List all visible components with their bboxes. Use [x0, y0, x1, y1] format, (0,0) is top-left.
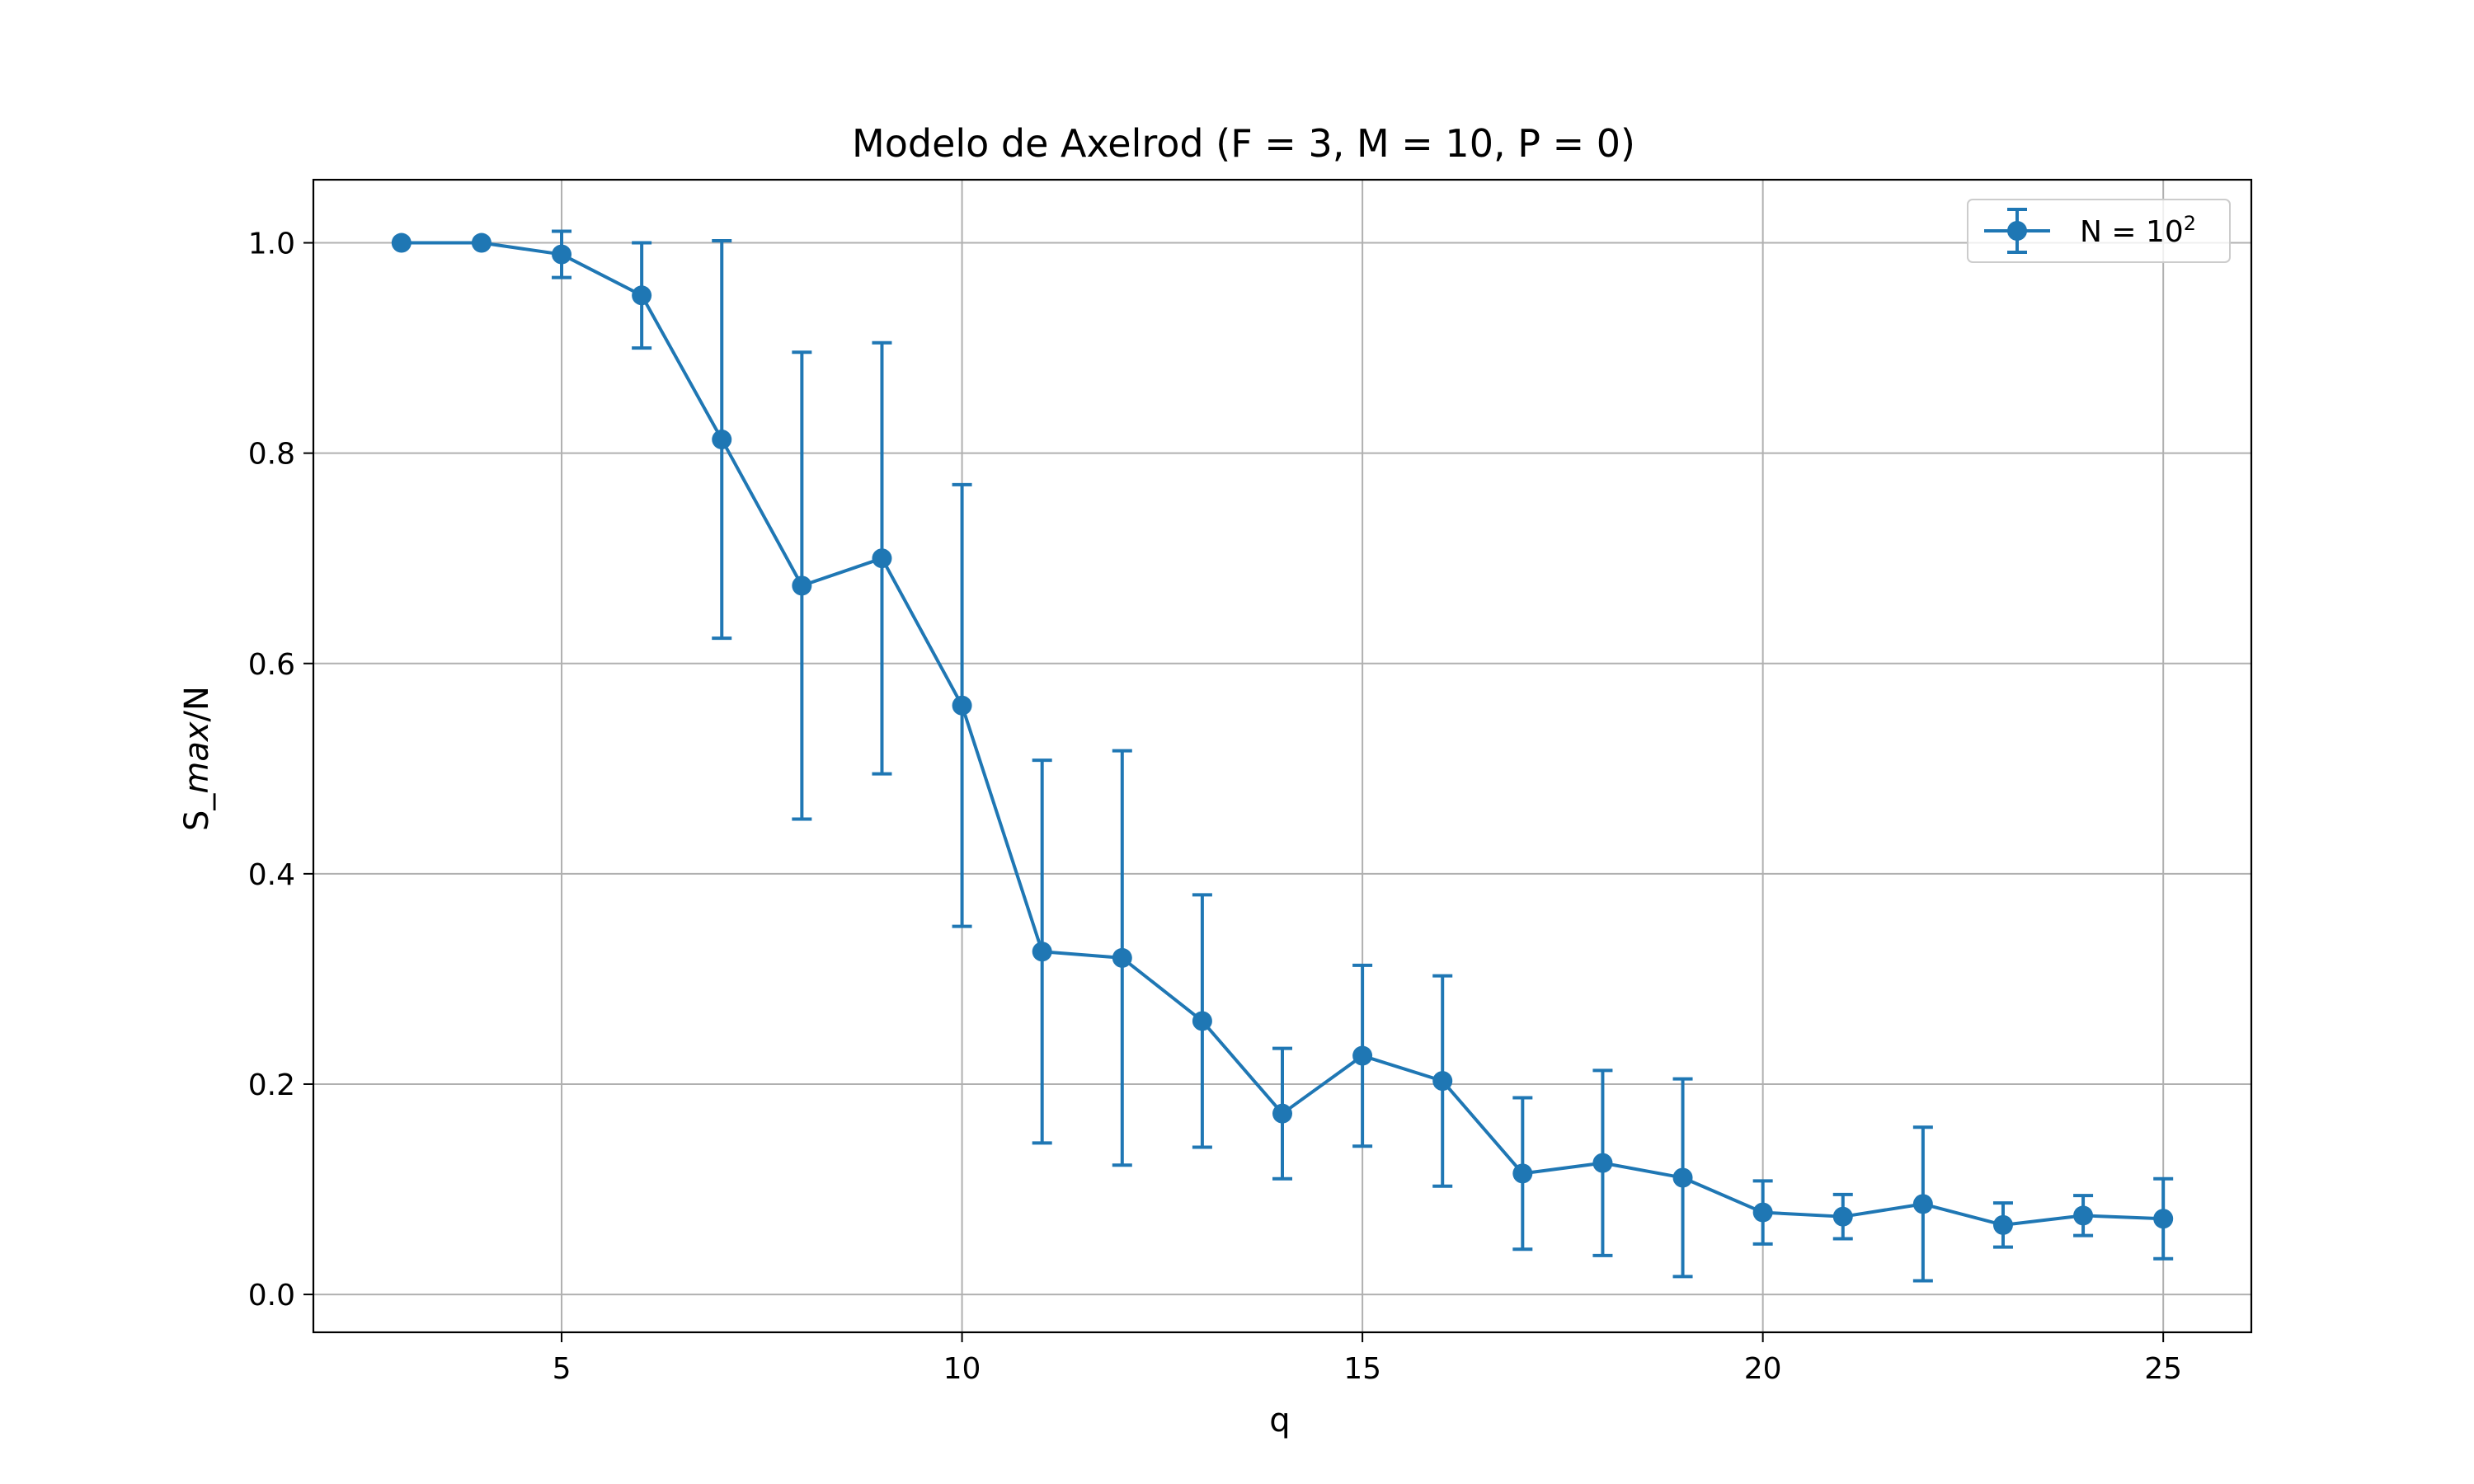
data-point — [1752, 1202, 1773, 1223]
data-point — [792, 575, 812, 596]
legend-marker — [2007, 221, 2027, 241]
y-tick-label: 0.4 — [248, 858, 295, 892]
data-point — [552, 244, 572, 265]
data-point — [2153, 1209, 2174, 1229]
legend: N = 102 — [1967, 199, 2231, 263]
x-tick-label: 20 — [1744, 1352, 1782, 1386]
y-axis-label: S_max/N — [178, 686, 216, 831]
data-point — [1192, 1011, 1212, 1031]
data-point — [1352, 1045, 1373, 1066]
data-point — [1112, 947, 1132, 968]
y-axis-label-suffix: /N — [178, 686, 216, 721]
legend-label: N = 102 — [2080, 212, 2196, 249]
data-point — [1032, 942, 1052, 962]
data-point — [712, 430, 732, 450]
y-tick-label: 0.2 — [248, 1068, 295, 1102]
x-axis-label: q — [1269, 1402, 1290, 1439]
y-tick-label: 0.8 — [248, 438, 295, 472]
x-tick-label: 25 — [2144, 1352, 2182, 1386]
y-tick-label: 0.0 — [248, 1279, 295, 1313]
axis-ticks: 5 10 15 20 25 0.0 0.2 0.4 0.6 0.8 1.0 — [248, 228, 2182, 1386]
data-point — [872, 548, 892, 569]
legend-label-superscript: 2 — [2184, 212, 2196, 235]
data-point — [1672, 1167, 1693, 1188]
plot-frame — [312, 178, 2253, 1334]
y-axis-label-prefix: S_ — [178, 793, 216, 831]
grid — [313, 180, 2251, 1332]
x-tick-label: 15 — [1343, 1352, 1381, 1386]
data-point — [1592, 1153, 1613, 1173]
legend-box — [1967, 199, 2231, 263]
data-point — [1832, 1206, 1853, 1227]
data-point — [1512, 1163, 1533, 1184]
x-tick-label: 5 — [553, 1352, 571, 1386]
data-point — [2073, 1205, 2094, 1226]
data-point — [1992, 1214, 2013, 1235]
legend-label-base: N = 10 — [2080, 215, 2184, 249]
data-point — [391, 232, 412, 253]
data-point — [1432, 1071, 1453, 1092]
data-point — [952, 695, 972, 716]
y-axis-label-italic: max — [178, 721, 216, 793]
data-point — [1912, 1194, 1933, 1214]
y-tick-label: 1.0 — [248, 228, 295, 261]
data-points — [391, 232, 2174, 1235]
data-point — [471, 232, 492, 253]
x-tick-label: 10 — [943, 1352, 981, 1386]
data-point — [632, 285, 652, 306]
chart-title: Modelo de Axelrod (F = 3, M = 10, P = 0) — [852, 121, 1635, 166]
data-point — [1272, 1103, 1292, 1124]
y-tick-label: 0.6 — [248, 648, 295, 682]
